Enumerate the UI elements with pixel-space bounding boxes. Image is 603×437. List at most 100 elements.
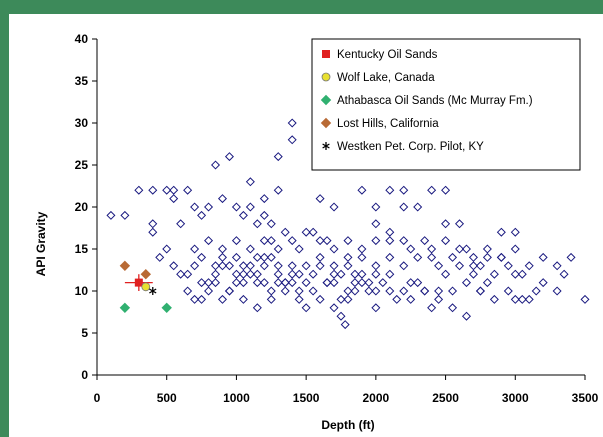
- data-point: [245, 177, 255, 187]
- data-point: [413, 202, 423, 212]
- data-point: [475, 286, 485, 296]
- legend-label: Kentucky Oil Sands: [337, 49, 438, 61]
- data-point: [350, 278, 360, 288]
- data-point: [183, 269, 193, 279]
- data-point: [294, 294, 304, 304]
- data-point: [308, 286, 318, 296]
- data-point: [259, 261, 269, 271]
- x-tick-label: 3500: [572, 391, 599, 405]
- legend-box: [311, 38, 581, 171]
- data-point: [217, 244, 227, 254]
- data-point: [510, 269, 520, 279]
- data-point: [336, 294, 346, 304]
- data-point: [252, 269, 262, 279]
- data-point: [315, 294, 325, 304]
- chart-frame: 0 5 10 15 20 25 30 35 40 0 500 1000 1500 2000 2500 3000…: [9, 14, 603, 437]
- data-point: [211, 261, 221, 271]
- data-point: [441, 219, 451, 229]
- data-point: [155, 252, 165, 262]
- data-point: [517, 294, 527, 304]
- data-point: [176, 269, 186, 279]
- data-point: [510, 244, 520, 254]
- data-point: [169, 185, 179, 195]
- data-point: [224, 286, 234, 296]
- data-point: [266, 236, 276, 246]
- x-tick-label: 0: [94, 391, 101, 405]
- data-point: [190, 244, 200, 254]
- data-point: [434, 286, 444, 296]
- data-point: [252, 252, 262, 262]
- data-point: [350, 269, 360, 279]
- data-point: [238, 294, 248, 304]
- data-point: [301, 278, 311, 288]
- data-point: [204, 278, 214, 288]
- data-point: [329, 202, 339, 212]
- data-point: [399, 261, 409, 271]
- data-point: [378, 278, 388, 288]
- data-point: [266, 252, 276, 262]
- data-point: [399, 286, 409, 296]
- data-point: [315, 194, 325, 204]
- data-point: [510, 227, 520, 237]
- data-point: [510, 294, 520, 304]
- legend-item: Kentucky Oil Sands: [322, 49, 438, 61]
- data-point: [183, 185, 193, 195]
- data-point: [231, 202, 241, 212]
- data-point: [280, 227, 290, 237]
- legend-item: Westken Pet. Corp. Pilot, KY: [322, 141, 484, 153]
- data-point: [406, 244, 416, 254]
- data-point: [343, 261, 353, 271]
- data-point: [238, 261, 248, 271]
- data-point: [385, 269, 395, 279]
- data-point: [371, 303, 381, 313]
- data-point: [273, 185, 283, 195]
- data-point: [343, 286, 353, 296]
- data-point: [340, 320, 350, 330]
- series-point: [141, 282, 151, 292]
- legend: Kentucky Oil Sands Wolf Lake, Canada Athab…: [311, 38, 581, 171]
- data-point: [315, 261, 325, 271]
- data-point: [448, 286, 458, 296]
- data-point: [301, 227, 311, 237]
- data-point: [224, 286, 234, 296]
- x-tick-label: 1500: [293, 391, 320, 405]
- data-point: [183, 286, 193, 296]
- series-point: [140, 268, 152, 280]
- data-point: [371, 269, 381, 279]
- data-point: [427, 252, 437, 262]
- data-point: [371, 286, 381, 296]
- data-point: [461, 311, 471, 321]
- data-point: [427, 185, 437, 195]
- data-point: [245, 261, 255, 271]
- data-point: [231, 252, 241, 262]
- data-point: [245, 244, 255, 254]
- data-point: [231, 278, 241, 288]
- data-point: [134, 185, 144, 195]
- data-point: [455, 219, 465, 229]
- data-point: [350, 286, 360, 296]
- legend-item: Athabasca Oil Sands (Mc Murray Fm.): [320, 94, 533, 107]
- data-point: [503, 286, 513, 296]
- data-point: [427, 244, 437, 254]
- x-tick-label: 2000: [363, 391, 390, 405]
- data-point: [427, 303, 437, 313]
- data-point: [162, 185, 172, 195]
- data-point: [468, 269, 478, 279]
- data-point: [211, 269, 221, 279]
- data-point: [287, 261, 297, 271]
- y-tick-label: 5: [81, 326, 88, 340]
- data-point: [517, 269, 527, 279]
- x-tick-label: 500: [157, 391, 177, 405]
- data-point: [329, 278, 339, 288]
- data-point: [280, 278, 290, 288]
- data-point: [448, 303, 458, 313]
- data-point: [496, 227, 506, 237]
- data-point: [273, 261, 283, 271]
- data-point: [357, 269, 367, 279]
- data-point: [238, 278, 248, 288]
- data-point: [364, 286, 374, 296]
- data-point: [190, 261, 200, 271]
- data-point: [489, 294, 499, 304]
- data-point: [343, 236, 353, 246]
- data-point: [371, 236, 381, 246]
